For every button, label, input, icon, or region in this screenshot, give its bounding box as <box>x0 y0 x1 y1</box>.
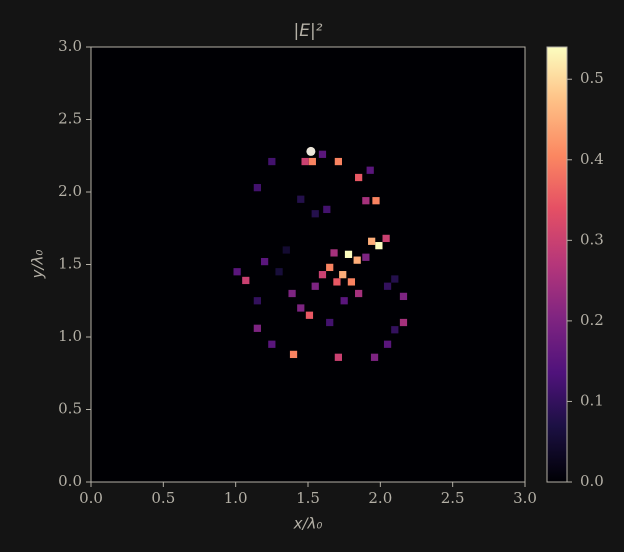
y-tick-label: 0.5 <box>58 400 82 418</box>
x-tick-label: 3.0 <box>513 489 537 507</box>
heatmap-cell <box>334 157 342 166</box>
heatmap-cell <box>305 311 314 319</box>
colorbar-tick-label: 0.4 <box>580 150 604 168</box>
heatmap-cell <box>275 268 283 276</box>
heatmap-cell <box>383 340 392 348</box>
colorbar-tick-label: 0.1 <box>580 391 604 409</box>
heatmap-cell <box>362 197 370 205</box>
heatmap-cell <box>311 282 319 290</box>
heatmap-cell <box>297 304 305 312</box>
heatmap-cell <box>399 318 408 327</box>
y-tick-label: 2.5 <box>58 110 82 128</box>
heatmap-cell <box>375 242 383 250</box>
x-tick-label: 2.5 <box>441 489 465 507</box>
x-tick-label: 1.0 <box>224 489 248 507</box>
heatmap-cell <box>253 297 261 305</box>
plot-background <box>91 47 525 482</box>
heatmap-cell <box>382 234 390 243</box>
y-tick-label: 3.0 <box>58 37 82 55</box>
heatmap-cell <box>323 205 331 214</box>
heatmap-cell <box>268 340 276 348</box>
heatmap-cell <box>253 324 261 332</box>
heatmap-cell <box>391 275 399 283</box>
heatmap-cell <box>253 184 261 192</box>
x-tick-label: 0.5 <box>151 489 175 507</box>
heatmap-cell <box>326 263 334 272</box>
heatmap-cell <box>340 297 348 305</box>
colorbar-tick-label: 0.0 <box>580 472 604 490</box>
heatmap-cell <box>362 253 370 261</box>
heatmap-cell <box>347 278 356 286</box>
heatmap-cell <box>318 271 327 279</box>
chart-title: |E|² <box>293 21 322 41</box>
heatmap-cell <box>268 157 276 166</box>
heatmap-cell <box>391 326 399 334</box>
heatmap-cell <box>282 246 290 254</box>
heatmap-cell <box>333 278 341 286</box>
heatmap-cell <box>366 166 374 174</box>
heatmap-cell <box>326 318 334 327</box>
heatmap-cell <box>297 195 305 203</box>
heatmap-cell <box>260 257 269 266</box>
x-tick-label: 1.5 <box>296 489 320 507</box>
heatmap-cell <box>355 289 363 298</box>
y-tick-label: 0.0 <box>58 472 82 490</box>
heatmap-cell <box>355 173 363 182</box>
heatmap-cell <box>233 268 241 276</box>
heatmap-cell <box>383 282 392 290</box>
heatmap-cell <box>288 289 296 298</box>
colorbar-tick-label: 0.3 <box>580 230 604 248</box>
y-axis-label: y/λ₀ <box>29 250 47 280</box>
heatmap-cell <box>308 157 316 166</box>
heatmap-cell <box>370 353 379 361</box>
heatmap-cell <box>339 271 347 279</box>
y-tick-label: 2.0 <box>58 182 82 200</box>
heatmap-cell <box>368 237 376 245</box>
x-tick-label: 0.0 <box>79 489 103 507</box>
heatmap-cell <box>334 353 342 361</box>
marker-point <box>306 146 316 156</box>
colorbar-tick-label: 0.2 <box>580 311 604 329</box>
heatmap-cell <box>344 250 353 258</box>
heatmap-cell <box>311 210 319 218</box>
heatmap-cell <box>372 197 380 205</box>
colorbar <box>546 46 568 483</box>
x-axis-label: x/λ₀ <box>293 515 323 533</box>
heatmap-cell <box>318 150 327 158</box>
heatmap-cell <box>399 292 408 301</box>
y-tick-label: 1.5 <box>58 255 82 273</box>
y-tick-label: 1.0 <box>58 327 82 345</box>
heatmap-cell <box>301 157 309 166</box>
colorbar-tick-label: 0.5 <box>580 69 604 87</box>
x-tick-label: 2.0 <box>368 489 392 507</box>
heatmap-cell <box>330 249 338 257</box>
heatmap-cell <box>353 256 361 264</box>
heatmap-cell <box>242 276 250 285</box>
heatmap-cell <box>289 350 298 359</box>
